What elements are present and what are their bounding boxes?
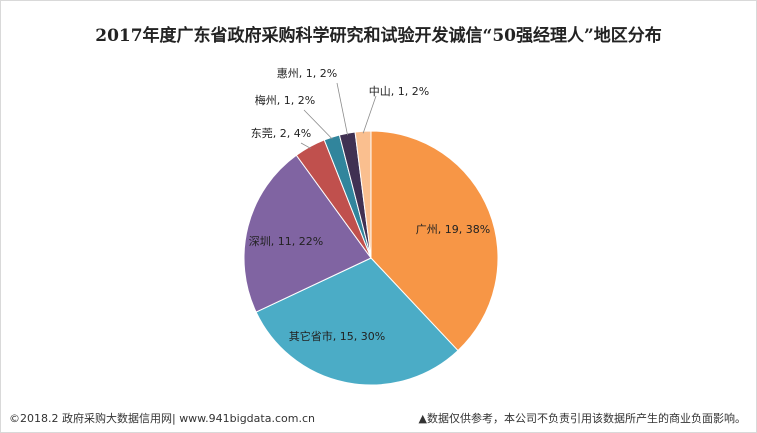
data-label-4: 东莞, 2, 4% [251, 127, 311, 140]
leader-line-7 [362, 95, 377, 134]
data-label-7: 中山, 1, 2% [369, 85, 429, 98]
pie-slice-2 [255, 257, 459, 386]
leader-lines [300, 82, 377, 149]
data-label-1: 广州, 19, 38% [416, 223, 490, 236]
footer-source: ©2018.2 政府采购大数据信用网| www.941bigdata.com.c… [9, 412, 315, 425]
footer-disclaimer: ▲数据仅供参考，本公司不负责引用该数据所产生的商业负面影响。 [418, 412, 746, 425]
data-label-3: 深圳, 11, 22% [249, 235, 323, 248]
data-label-5: 梅州, 1, 2% [255, 93, 315, 107]
leader-line-4 [300, 142, 311, 149]
pie-slice-3 [243, 154, 372, 313]
pie-chart: 广州, 19, 38% 其它省市, 15, 30% 深圳, 11, 22% 东莞, 2… [243, 66, 499, 386]
pie-slices [243, 130, 499, 386]
leader-line-6 [336, 82, 348, 136]
pie-slice-7 [354, 130, 372, 259]
pie-slice-1 [370, 130, 499, 352]
data-label-6: 惠州, 1, 2% [277, 66, 337, 80]
leader-line-5 [303, 109, 333, 140]
data-labels: 广州, 19, 38% 其它省市, 15, 30% 深圳, 11, 22% 东莞, 2… [249, 66, 490, 343]
data-label-2: 其它省市, 15, 30% [289, 329, 385, 343]
chart-title: 2017年度广东省政府采购科学研究和试验开发诚信“50强经理人”地区分布 [95, 26, 662, 46]
